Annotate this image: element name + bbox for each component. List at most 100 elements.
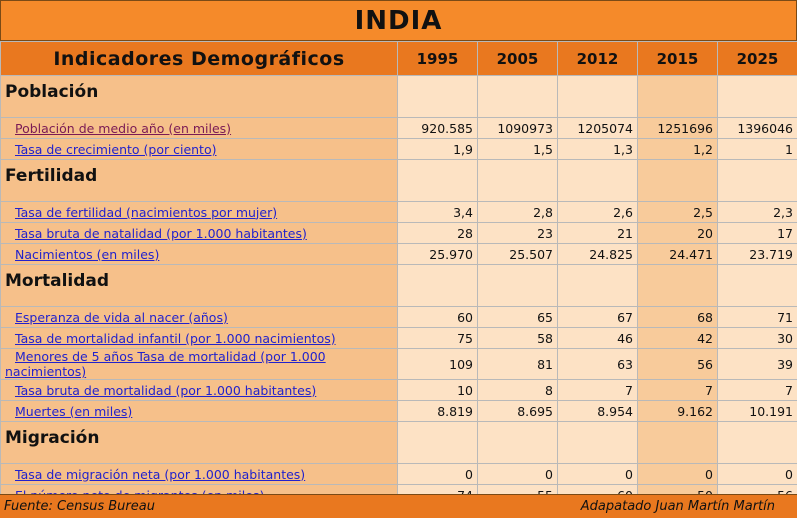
empty-cell bbox=[717, 75, 797, 118]
empty-cell bbox=[717, 159, 797, 202]
empty-cell bbox=[637, 75, 718, 118]
value-cell: 2,8 bbox=[477, 201, 558, 223]
indicator-link[interactable]: Esperanza de vida al nacer (años) bbox=[15, 309, 228, 325]
indicator-link[interactable]: Nacimientos (en miles) bbox=[15, 246, 160, 262]
value-cell: 17 bbox=[717, 222, 797, 244]
empty-cell bbox=[637, 264, 718, 307]
value-cell: 2,3 bbox=[717, 201, 797, 223]
value-cell: 42 bbox=[637, 327, 718, 349]
value-cell: 10 bbox=[397, 379, 478, 401]
indicator-link[interactable]: Menores de 5 años Tasa de mortalidad (po… bbox=[5, 349, 326, 379]
table-row: Esperanza de vida al nacer (años) 60 65 67 6… bbox=[0, 306, 797, 328]
table-row: Tasa de crecimiento (por ciento) 1,9 1,5 1,… bbox=[0, 138, 797, 160]
empty-cell bbox=[637, 421, 718, 464]
value-cell: 109 bbox=[397, 348, 478, 380]
value-cell: 8.819 bbox=[397, 400, 478, 422]
value-cell: 3,4 bbox=[397, 201, 478, 223]
indicator-link[interactable]: Tasa bruta de natalidad (por 1.000 habit… bbox=[15, 225, 307, 241]
indicator-link[interactable]: Muertes (en miles) bbox=[15, 403, 133, 419]
empty-cell bbox=[477, 264, 558, 307]
table-row: Tasa de mortalidad infantil (por 1.000 n… bbox=[0, 327, 797, 349]
section-heading: Fertilidad bbox=[0, 159, 398, 202]
indicator-link[interactable]: Tasa de fertilidad (nacimientos por muje… bbox=[15, 204, 278, 220]
empty-cell bbox=[557, 264, 638, 307]
value-cell: 1,9 bbox=[397, 138, 478, 160]
value-cell: 68 bbox=[637, 306, 718, 328]
value-cell: 25.970 bbox=[397, 243, 478, 265]
value-cell: 0 bbox=[717, 463, 797, 485]
table-row: Tasa bruta de mortalidad (por 1.000 habi… bbox=[0, 379, 797, 401]
value-cell: 0 bbox=[637, 463, 718, 485]
empty-cell bbox=[717, 264, 797, 307]
demographics-table: Indicadores Demográficos 1995 2005 2012 … bbox=[0, 41, 797, 506]
value-cell: 8.695 bbox=[477, 400, 558, 422]
value-cell: 0 bbox=[397, 463, 478, 485]
empty-cell bbox=[557, 159, 638, 202]
value-cell: 1205074 bbox=[557, 117, 638, 139]
empty-cell bbox=[477, 421, 558, 464]
value-cell: 63 bbox=[557, 348, 638, 380]
value-cell: 8.954 bbox=[557, 400, 638, 422]
value-cell: 24.825 bbox=[557, 243, 638, 265]
value-cell: 23.719 bbox=[717, 243, 797, 265]
empty-cell bbox=[397, 75, 478, 118]
value-cell: 25.507 bbox=[477, 243, 558, 265]
empty-cell bbox=[717, 421, 797, 464]
value-cell: 0 bbox=[477, 463, 558, 485]
section-row: Mortalidad bbox=[0, 264, 797, 307]
value-cell: 23 bbox=[477, 222, 558, 244]
table-row: Tasa bruta de natalidad (por 1.000 habit… bbox=[0, 222, 797, 244]
value-cell: 28 bbox=[397, 222, 478, 244]
indicator-cell: Tasa de migración neta (por 1.000 habita… bbox=[0, 463, 398, 485]
section-row: Fertilidad bbox=[0, 159, 797, 202]
value-cell: 24.471 bbox=[637, 243, 718, 265]
value-cell: 9.162 bbox=[637, 400, 718, 422]
value-cell: 10.191 bbox=[717, 400, 797, 422]
value-cell: 20 bbox=[637, 222, 718, 244]
year-header: 1995 bbox=[397, 41, 478, 76]
indicator-link[interactable]: Tasa de migración neta (por 1.000 habita… bbox=[15, 466, 306, 482]
table-row: Nacimientos (en miles) 25.970 25.507 24.825… bbox=[0, 243, 797, 265]
value-cell: 1,3 bbox=[557, 138, 638, 160]
section-heading: Mortalidad bbox=[0, 264, 398, 307]
empty-cell bbox=[477, 75, 558, 118]
value-cell: 21 bbox=[557, 222, 638, 244]
year-header: 2025 bbox=[717, 41, 797, 76]
credit-note: Adapatado Juan Martín Martín bbox=[580, 499, 775, 514]
indicator-cell: Tasa de mortalidad infantil (por 1.000 n… bbox=[0, 327, 398, 349]
indicator-link[interactable]: Tasa de mortalidad infantil (por 1.000 n… bbox=[15, 330, 336, 346]
value-cell: 1396046 bbox=[717, 117, 797, 139]
value-cell: 2,6 bbox=[557, 201, 638, 223]
year-header: 2005 bbox=[477, 41, 558, 76]
section-heading: Migración bbox=[0, 421, 398, 464]
table-row: Tasa de migración neta (por 1.000 habita… bbox=[0, 463, 797, 485]
table-row: Población de medio año (en miles) 920.585… bbox=[0, 117, 797, 139]
value-cell: 30 bbox=[717, 327, 797, 349]
indicator-cell: Menores de 5 años Tasa de mortalidad (po… bbox=[0, 348, 398, 380]
value-cell: 65 bbox=[477, 306, 558, 328]
indicator-cell: Nacimientos (en miles) bbox=[0, 243, 398, 265]
page-title: INDIA bbox=[0, 0, 797, 41]
header-row: Indicadores Demográficos 1995 2005 2012 … bbox=[0, 41, 797, 76]
value-cell: 920.585 bbox=[397, 117, 478, 139]
empty-cell bbox=[637, 159, 718, 202]
value-cell: 7 bbox=[717, 379, 797, 401]
value-cell: 81 bbox=[477, 348, 558, 380]
indicator-cell: Tasa de fertilidad (nacimientos por muje… bbox=[0, 201, 398, 223]
footer: Fuente: Census Bureau Adapatado Juan Mar… bbox=[0, 494, 797, 518]
empty-cell bbox=[397, 159, 478, 202]
indicator-cell: Tasa bruta de natalidad (por 1.000 habit… bbox=[0, 222, 398, 244]
value-cell: 39 bbox=[717, 348, 797, 380]
empty-cell bbox=[397, 421, 478, 464]
value-cell: 71 bbox=[717, 306, 797, 328]
indicator-link[interactable]: Tasa bruta de mortalidad (por 1.000 habi… bbox=[15, 382, 317, 398]
table-row: Menores de 5 años Tasa de mortalidad (po… bbox=[0, 348, 797, 380]
source-note: Fuente: Census Bureau bbox=[4, 499, 155, 514]
indicator-link[interactable]: Población de medio año (en miles) bbox=[15, 120, 232, 136]
value-cell: 56 bbox=[637, 348, 718, 380]
value-cell: 8 bbox=[477, 379, 558, 401]
indicator-link[interactable]: Tasa de crecimiento (por ciento) bbox=[15, 141, 217, 157]
empty-cell bbox=[557, 75, 638, 118]
value-cell: 58 bbox=[477, 327, 558, 349]
value-cell: 67 bbox=[557, 306, 638, 328]
